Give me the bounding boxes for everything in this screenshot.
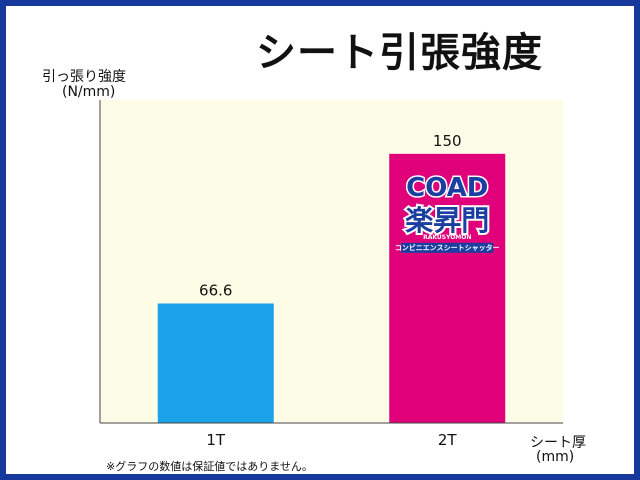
logo-tagline-band bbox=[401, 242, 494, 253]
bar-2t bbox=[389, 153, 506, 424]
logo-tagline: コンビニエンスシートシャッター bbox=[395, 243, 500, 252]
x-axis-unit: (mm) bbox=[536, 449, 575, 465]
data-label-2t: 150 bbox=[433, 132, 462, 150]
y-axis-unit: (N/mm) bbox=[62, 84, 116, 100]
x-tick-label-1t: 1T bbox=[206, 431, 226, 449]
data-label-1t: 66.6 bbox=[199, 281, 232, 299]
footnote: ※グラフの数値は保証値ではありません。 bbox=[106, 460, 313, 473]
bar-1t bbox=[157, 303, 274, 423]
y-axis-label: 引っ張り強度 bbox=[42, 69, 126, 85]
x-axis-label: シート厚 bbox=[530, 435, 586, 451]
logo-rakusyomon-kanji: 楽昇門 bbox=[405, 204, 489, 237]
logo-rakusyomon-roman: RAKUSYOMON bbox=[423, 234, 471, 241]
chart-title: シート引張強度 bbox=[256, 30, 543, 76]
logo-coad-text: COAD bbox=[406, 173, 488, 203]
x-tick-label-2t: 2T bbox=[438, 431, 458, 449]
